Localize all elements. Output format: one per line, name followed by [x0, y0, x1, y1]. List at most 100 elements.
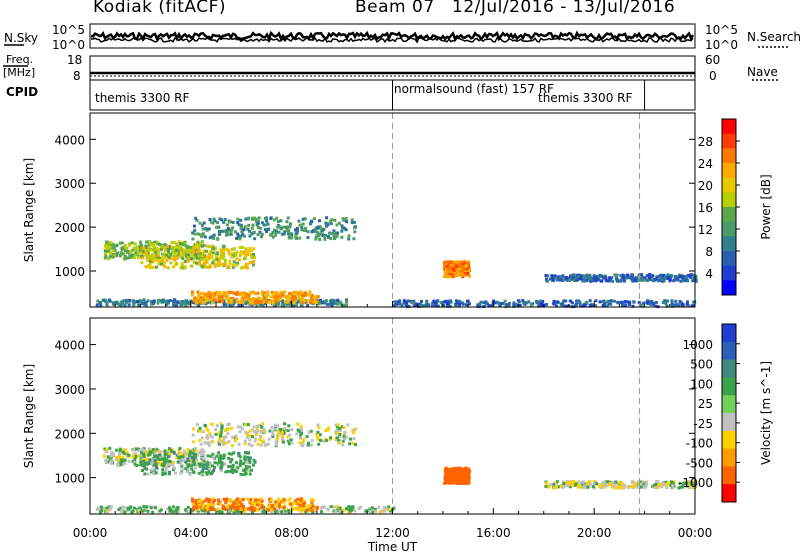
velocity-colorbar-label: Velocity [m s^-1]: [759, 361, 773, 465]
data-cell-1: [292, 501, 296, 505]
data-cell-3: [252, 425, 256, 429]
data-cell-3: [203, 235, 207, 239]
data-cell-4: [174, 245, 178, 249]
data-cell-4: [250, 248, 254, 252]
data-cell-2: [147, 243, 151, 247]
data-cell-5: [458, 267, 462, 271]
data-cell-3: [221, 440, 225, 444]
data-cell-1: [191, 502, 195, 506]
data-cell-2: [201, 448, 205, 452]
data-cell-1: [299, 497, 303, 501]
data-cell-6: [666, 482, 670, 486]
data-cell-1: [216, 293, 220, 297]
data-cell-0: [167, 506, 171, 510]
data-cell-1: [201, 503, 205, 507]
data-cell-5: [444, 260, 448, 264]
data-cell-0: [230, 303, 234, 307]
data-cell-6: [598, 483, 602, 487]
data-cell-4: [166, 266, 170, 270]
data-cell-3: [336, 428, 340, 432]
data-cell-6: [665, 276, 669, 280]
data-cell-4: [242, 473, 246, 477]
data-cell-6: [603, 483, 607, 487]
data-cell-3: [201, 430, 205, 434]
data-cell-4: [152, 253, 156, 257]
data-cell-0: [298, 299, 302, 303]
data-cell-4: [175, 256, 179, 260]
data-cell-0: [262, 505, 266, 509]
data-cell-7: [412, 299, 416, 303]
data-cell-2: [123, 448, 127, 452]
data-cell-4: [159, 262, 163, 266]
data-cell-0: [181, 300, 185, 304]
data-cell-3: [244, 423, 248, 427]
data-cell-6: [586, 482, 590, 486]
data-cell-7: [637, 301, 641, 305]
data-cell-3: [235, 236, 239, 240]
data-cell-3: [340, 224, 344, 228]
data-cell-0: [300, 509, 304, 513]
data-cell-2: [149, 243, 153, 247]
data-cell-3: [251, 223, 255, 227]
data-cell-3: [203, 424, 207, 428]
data-cell-2: [135, 464, 139, 468]
data-cell-4: [163, 256, 167, 260]
data-cell-3: [227, 220, 231, 224]
data-cell-4: [180, 464, 184, 468]
data-cell-2: [182, 449, 186, 453]
data-cell-6: [597, 277, 601, 281]
data-cell-3: [253, 216, 257, 220]
data-cell-4: [142, 463, 146, 467]
data-cell-7: [594, 299, 598, 303]
data-cell-4: [196, 250, 200, 254]
data-cell-2: [179, 452, 183, 456]
data-cell-4: [152, 472, 156, 476]
data-cell-6: [658, 279, 662, 283]
data-cell-0: [146, 509, 150, 513]
data-cell-6: [581, 279, 585, 283]
data-cell-0: [142, 505, 146, 509]
data-cell-4: [193, 453, 197, 457]
data-cell-2: [113, 248, 117, 252]
data-cell-4: [244, 253, 248, 257]
data-cell-7: [645, 301, 649, 305]
data-cell-4: [167, 470, 171, 474]
data-cell-0: [156, 301, 160, 305]
data-cell-3: [277, 224, 281, 228]
data-cell-6: [631, 275, 635, 279]
data-cell-0: [186, 509, 190, 513]
velocity-colorbar-swatch: [722, 324, 736, 343]
data-cell-6: [608, 278, 612, 282]
data-cell-0: [364, 509, 368, 513]
data-cell-0: [273, 303, 277, 307]
data-cell-4: [205, 257, 209, 261]
data-cell-0: [240, 509, 244, 513]
data-cell-1: [262, 295, 266, 299]
data-cell-4: [235, 461, 239, 465]
data-cell-7: [487, 304, 491, 308]
data-cell-4: [238, 258, 242, 262]
data-cell-2: [145, 247, 149, 251]
data-cell-2: [134, 253, 138, 257]
data-cell-3: [210, 435, 214, 439]
data-cell-3: [236, 217, 240, 221]
data-cell-7: [588, 299, 592, 303]
data-cell-1: [240, 502, 244, 506]
data-cell-5: [444, 477, 448, 481]
data-cell-0: [353, 509, 357, 513]
data-cell-4: [140, 463, 144, 467]
power-colorbar-swatch: [722, 265, 736, 281]
data-cell-4: [238, 246, 242, 250]
data-cell-1: [190, 290, 194, 294]
data-cell-0: [168, 509, 172, 513]
data-cell-0: [167, 301, 171, 305]
data-cell-4: [244, 265, 248, 269]
data-cell-3: [213, 219, 217, 223]
data-cell-4: [244, 471, 248, 475]
data-cell-2: [117, 457, 121, 461]
data-cell-3: [310, 230, 314, 234]
data-cell-6: [544, 277, 548, 281]
data-cell-1: [256, 301, 260, 305]
data-cell-2: [169, 449, 173, 453]
